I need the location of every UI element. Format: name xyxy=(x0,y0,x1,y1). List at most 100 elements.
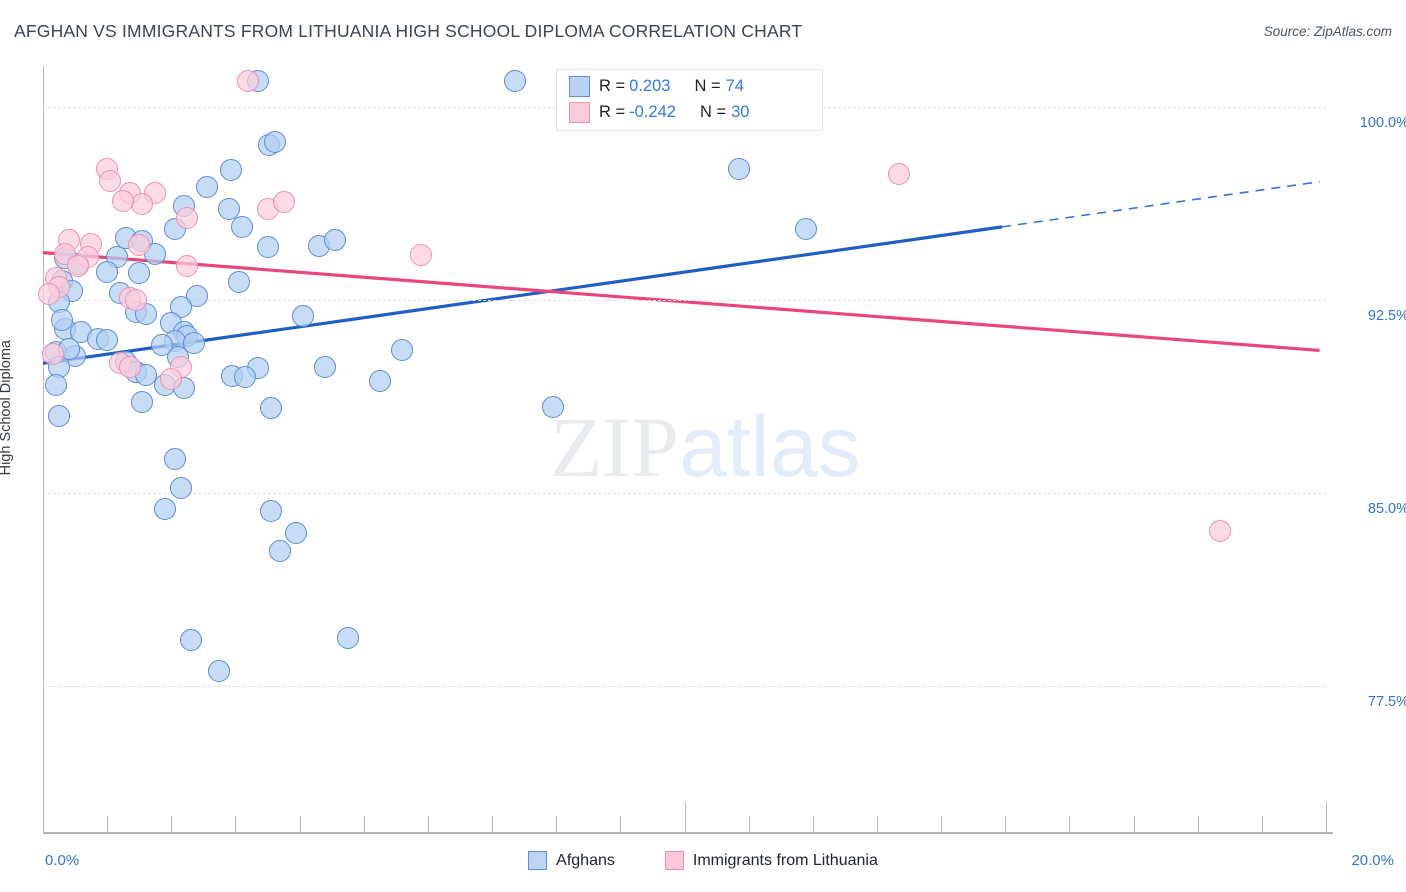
plot-area: 100.0% 92.5% 85.0% 77.5% xyxy=(38,66,1406,828)
scatter-point[interactable] xyxy=(169,295,192,318)
x-axis-tick xyxy=(1069,816,1071,832)
scatter-point[interactable] xyxy=(128,233,151,256)
x-axis-tick-label-min: 0.0% xyxy=(45,852,80,869)
scatter-point[interactable] xyxy=(176,206,199,229)
scatter-point[interactable] xyxy=(795,218,818,241)
scatter-point[interactable] xyxy=(259,397,282,420)
scatter-point[interactable] xyxy=(44,374,67,397)
scatter-point[interactable] xyxy=(314,356,337,379)
scatter-point[interactable] xyxy=(503,70,526,93)
scatter-point[interactable] xyxy=(230,215,253,238)
scatter-point[interactable] xyxy=(336,626,359,649)
legend-item-lithuania[interactable]: Immigrants from Lithuania xyxy=(664,851,878,870)
scatter-point[interactable] xyxy=(131,192,154,215)
scatter-point[interactable] xyxy=(179,629,202,652)
scatter-point[interactable] xyxy=(1209,519,1232,542)
x-axis-tick xyxy=(1326,802,1327,832)
x-axis-tick xyxy=(1261,816,1263,832)
scatter-point[interactable] xyxy=(256,236,279,259)
scatter-point[interactable] xyxy=(51,308,74,331)
scatter-point[interactable] xyxy=(131,390,154,413)
x-axis-tick xyxy=(1005,816,1007,832)
stats-row-lithuania: R = -0.242 N = 30 xyxy=(569,99,749,125)
x-axis-tick xyxy=(812,816,814,832)
scatter-point[interactable] xyxy=(368,370,391,393)
scatter-point[interactable] xyxy=(541,396,564,419)
scatter-point[interactable] xyxy=(195,175,218,198)
scatter-point[interactable] xyxy=(264,130,287,153)
stats-r-value-pink: -0.242 xyxy=(629,102,676,121)
scatter-point[interactable] xyxy=(67,254,90,277)
y-axis-title-text: High School Diploma xyxy=(0,340,14,476)
stats-row-afghans: R = 0.203 N = 74 xyxy=(569,73,744,99)
scatter-point[interactable] xyxy=(410,244,433,267)
scatter-point[interactable] xyxy=(176,254,199,277)
scatter-point[interactable] xyxy=(269,540,292,563)
x-axis-tick xyxy=(748,816,750,832)
scatter-point[interactable] xyxy=(163,447,186,470)
x-axis-tick-label-max: 20.0% xyxy=(1351,852,1394,869)
scatter-point[interactable] xyxy=(99,169,122,192)
x-axis-tick xyxy=(299,816,301,832)
x-axis-tick xyxy=(171,816,173,832)
scatter-point[interactable] xyxy=(291,304,314,327)
x-axis-tick xyxy=(941,816,943,832)
trend-line xyxy=(42,251,1320,353)
scatter-point[interactable] xyxy=(38,282,61,305)
source-label: Source: ZipAtlas.com xyxy=(1263,24,1392,39)
x-axis-tick xyxy=(492,816,494,832)
y-axis-tick-label: 100.0% xyxy=(1359,115,1406,132)
scatter-point[interactable] xyxy=(237,70,260,93)
scatter-point[interactable] xyxy=(96,260,119,283)
legend-label-afghans: Afghans xyxy=(556,851,615,869)
scatter-point[interactable] xyxy=(323,228,346,251)
stats-r-value-blue: 0.203 xyxy=(629,76,671,95)
y-axis-tick-label: 92.5% xyxy=(1367,308,1406,325)
x-axis-tick xyxy=(876,816,878,832)
scatter-point[interactable] xyxy=(48,405,71,428)
scatter-point[interactable] xyxy=(888,163,911,186)
scatter-point[interactable] xyxy=(728,157,751,180)
scatter-point[interactable] xyxy=(285,522,308,545)
gridline xyxy=(43,686,1326,688)
scatter-point[interactable] xyxy=(41,343,64,366)
scatter-point[interactable] xyxy=(153,497,176,520)
scatter-point[interactable] xyxy=(391,339,414,362)
stats-r-label-pink: R = xyxy=(599,102,626,121)
y-axis-tick-label: 85.0% xyxy=(1367,501,1406,518)
scatter-point[interactable] xyxy=(182,331,205,354)
scatter-point[interactable] xyxy=(128,262,151,285)
scatter-point[interactable] xyxy=(112,190,135,213)
x-axis-tick xyxy=(235,816,237,832)
gridline xyxy=(43,493,1326,495)
legend-label-lithuania: Immigrants from Lithuania xyxy=(692,851,878,869)
scatter-point[interactable] xyxy=(218,197,241,220)
scatter-point[interactable] xyxy=(272,191,295,214)
scatter-point[interactable] xyxy=(125,289,148,312)
x-axis-tick xyxy=(1197,816,1199,832)
scatter-point[interactable] xyxy=(259,500,282,523)
scatter-point[interactable] xyxy=(118,356,141,379)
legend-item-afghans[interactable]: Afghans xyxy=(528,851,615,870)
scatter-point[interactable] xyxy=(234,366,257,389)
series-legend: Afghans Immigrants from Lithuania xyxy=(0,851,1406,870)
x-axis-tick xyxy=(620,816,622,832)
trend-line-projection xyxy=(1001,180,1320,228)
legend-swatch-lithuania xyxy=(664,851,684,870)
scatter-point[interactable] xyxy=(160,367,183,390)
scatter-point[interactable] xyxy=(96,329,119,352)
x-axis-tick xyxy=(1133,816,1135,832)
scatter-point[interactable] xyxy=(185,285,208,308)
y-axis-tick-label: 77.5% xyxy=(1367,694,1406,711)
page-title: AFGHAN VS IMMIGRANTS FROM LITHUANIA HIGH… xyxy=(14,21,803,41)
x-axis-tick xyxy=(363,816,365,832)
y-axis-title: High School Diploma xyxy=(0,205,14,475)
scatter-point[interactable] xyxy=(169,477,192,500)
stats-n-label-pink: N = xyxy=(699,102,727,121)
x-axis-tick xyxy=(427,816,429,832)
scatter-point[interactable] xyxy=(150,334,173,357)
scatter-point[interactable] xyxy=(208,659,231,682)
scatter-point[interactable] xyxy=(227,271,250,294)
scatter-point[interactable] xyxy=(219,159,242,182)
x-axis-tick xyxy=(556,816,558,832)
